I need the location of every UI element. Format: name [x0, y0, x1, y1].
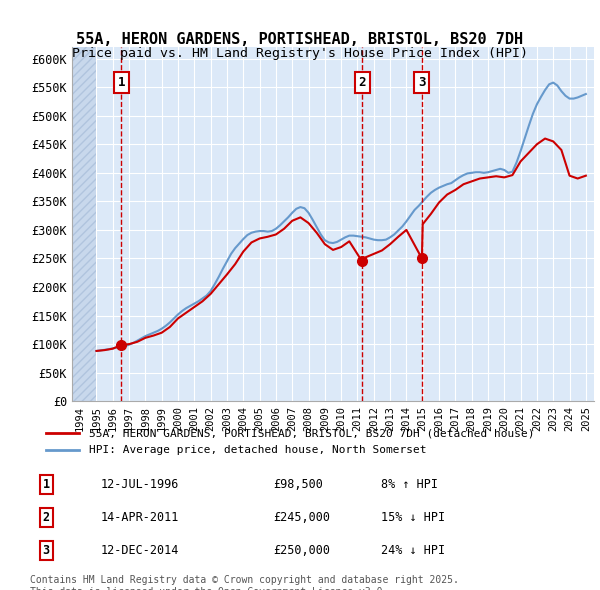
Text: 2: 2: [43, 511, 50, 524]
Text: 24% ↓ HPI: 24% ↓ HPI: [381, 544, 445, 557]
Text: £245,000: £245,000: [273, 511, 330, 524]
Text: 12-JUL-1996: 12-JUL-1996: [100, 478, 179, 491]
Text: 2: 2: [358, 76, 366, 89]
Text: £250,000: £250,000: [273, 544, 330, 557]
Text: 8% ↑ HPI: 8% ↑ HPI: [381, 478, 438, 491]
Text: 3: 3: [43, 544, 50, 557]
Text: 55A, HERON GARDENS, PORTISHEAD, BRISTOL, BS20 7DH (detached house): 55A, HERON GARDENS, PORTISHEAD, BRISTOL,…: [89, 428, 535, 438]
Text: Price paid vs. HM Land Registry's House Price Index (HPI): Price paid vs. HM Land Registry's House …: [72, 47, 528, 60]
Text: 55A, HERON GARDENS, PORTISHEAD, BRISTOL, BS20 7DH: 55A, HERON GARDENS, PORTISHEAD, BRISTOL,…: [76, 32, 524, 47]
Text: 3: 3: [418, 76, 425, 89]
Text: 15% ↓ HPI: 15% ↓ HPI: [381, 511, 445, 524]
Text: 14-APR-2011: 14-APR-2011: [100, 511, 179, 524]
Text: £98,500: £98,500: [273, 478, 323, 491]
Text: 1: 1: [118, 76, 125, 89]
Text: HPI: Average price, detached house, North Somerset: HPI: Average price, detached house, Nort…: [89, 445, 427, 455]
Text: Contains HM Land Registry data © Crown copyright and database right 2025.
This d: Contains HM Land Registry data © Crown c…: [30, 575, 459, 590]
Bar: [72, 47, 97, 401]
Text: 12-DEC-2014: 12-DEC-2014: [100, 544, 179, 557]
Text: 1: 1: [43, 478, 50, 491]
